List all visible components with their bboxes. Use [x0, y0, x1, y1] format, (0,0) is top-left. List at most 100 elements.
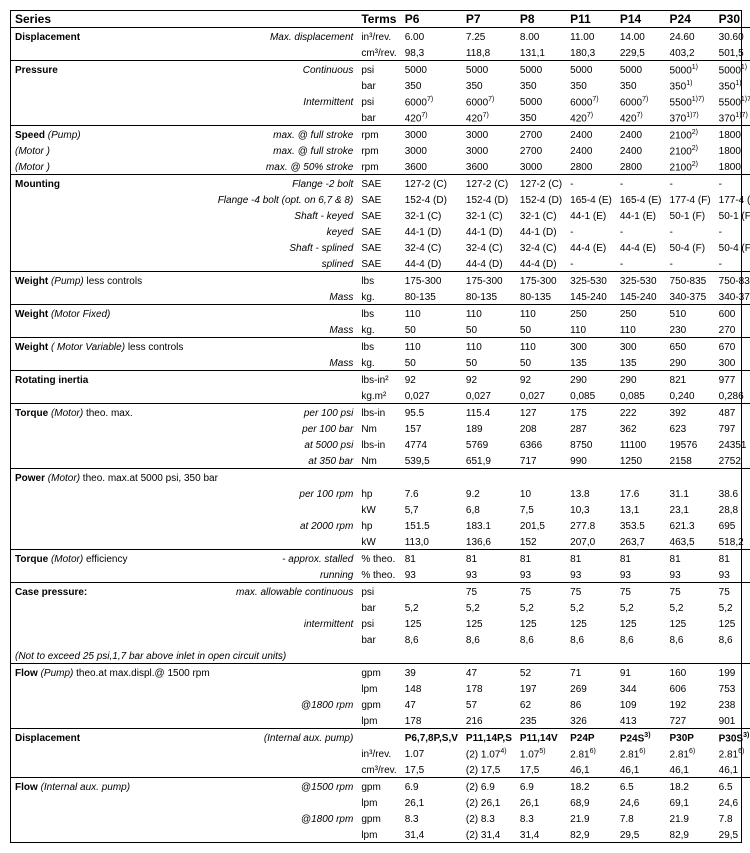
- cell: 277.8: [566, 517, 616, 533]
- row-unit: hp: [357, 485, 400, 501]
- cell: 216: [462, 712, 516, 729]
- cell: 92: [462, 371, 516, 388]
- cell: 197: [516, 680, 566, 696]
- cell: 24,6: [616, 794, 666, 810]
- cell: 93: [666, 566, 715, 583]
- cell: 44-4 (D): [516, 255, 566, 272]
- cell: 287: [566, 420, 616, 436]
- cell: 901: [715, 712, 750, 729]
- cell: [462, 469, 516, 486]
- cell: 86: [566, 696, 616, 712]
- cell: -: [715, 223, 750, 239]
- cell: 18.2: [666, 778, 715, 795]
- cell: -: [616, 223, 666, 239]
- cell: 135: [616, 354, 666, 371]
- cell: 32-4 (C): [462, 239, 516, 255]
- cell: 6366: [516, 436, 566, 452]
- cell: 1250: [616, 452, 666, 469]
- cell: 60007): [401, 93, 462, 109]
- cell: 125: [715, 615, 750, 631]
- cell: 2.816): [616, 745, 666, 761]
- cell: 13.8: [566, 485, 616, 501]
- cell: 1800: [715, 158, 750, 175]
- cell: 362: [616, 420, 666, 436]
- row-label: [11, 436, 214, 452]
- cell: 2158: [666, 452, 715, 469]
- cell: 325-530: [616, 272, 666, 289]
- cell: 350: [516, 77, 566, 93]
- cell: 62: [516, 696, 566, 712]
- row-label: [11, 452, 214, 469]
- row-label: [11, 387, 214, 404]
- cell: 50-4 (F): [715, 239, 750, 255]
- cell: [666, 647, 715, 664]
- cell: 6.5: [616, 778, 666, 795]
- cell: 157: [401, 420, 462, 436]
- row-label: Rotating inertia: [11, 371, 214, 388]
- cell: [666, 469, 715, 486]
- cell: 50: [516, 321, 566, 338]
- cell: [715, 469, 750, 486]
- cell: 110: [401, 305, 462, 322]
- series-header: Series: [11, 11, 357, 28]
- row-label: Weight (Pump) less controls: [11, 272, 214, 289]
- cell: 152-4 (D): [401, 191, 462, 207]
- cell: -: [566, 223, 616, 239]
- row-sublabel: Mass: [214, 354, 358, 371]
- cell: 75: [616, 583, 666, 600]
- cell: 110: [462, 305, 516, 322]
- cell: 5,2: [616, 599, 666, 615]
- cell: 32-1 (C): [462, 207, 516, 223]
- cell: 5000: [566, 61, 616, 78]
- cell: 8,6: [566, 631, 616, 647]
- row-label: [11, 44, 214, 61]
- cell: 131,1: [516, 44, 566, 61]
- row-sublabel: @1500 rpm: [214, 778, 358, 795]
- row-sublabel: [214, 680, 358, 696]
- cell: 3701)7): [666, 109, 715, 126]
- cell: 9.2: [462, 485, 516, 501]
- cell: 50001): [666, 61, 715, 78]
- cell: 8,6: [462, 631, 516, 647]
- cell: 3701)7): [715, 109, 750, 126]
- cell: 98,3: [401, 44, 462, 61]
- row-unit: lpm: [357, 826, 400, 842]
- row-sublabel: [214, 272, 358, 289]
- row-unit: % theo.: [357, 566, 400, 583]
- row-label: Speed (Pump): [11, 126, 214, 143]
- cell: 125: [566, 615, 616, 631]
- row-sublabel: max. @ full stroke: [214, 142, 358, 158]
- cell: (2) 8.3: [462, 810, 516, 826]
- row-sublabel: per 100 rpm: [214, 485, 358, 501]
- cell: 113,0: [401, 533, 462, 550]
- cell: 75: [715, 583, 750, 600]
- cell: 350: [462, 77, 516, 93]
- cell: -: [616, 175, 666, 192]
- cell: 2700: [516, 142, 566, 158]
- cell: 26,1: [516, 794, 566, 810]
- cell: 29,5: [616, 826, 666, 842]
- cell: 46,1: [666, 761, 715, 778]
- cell: 152-4 (D): [462, 191, 516, 207]
- cell: 7.8: [715, 810, 750, 826]
- cell: 463,5: [666, 533, 715, 550]
- cell: 340-375: [715, 288, 750, 305]
- row-unit: SAE: [357, 239, 400, 255]
- cell: 31,4: [516, 826, 566, 842]
- cell: 290: [666, 354, 715, 371]
- cell: 6.9: [516, 778, 566, 795]
- cell: 135: [566, 354, 616, 371]
- cell: 1800: [715, 142, 750, 158]
- cell: 44-1 (D): [462, 223, 516, 239]
- row-unit: [357, 729, 400, 746]
- cell: 600: [715, 305, 750, 322]
- row-sublabel: Max. displacement: [214, 28, 358, 45]
- row-label: Flow (Pump) theo.at max.displ.@ 1500 rpm: [11, 664, 214, 681]
- row-sublabel: [214, 77, 358, 93]
- row-label: (Motor ): [11, 158, 214, 175]
- cell: -: [666, 175, 715, 192]
- cell: 621.3: [666, 517, 715, 533]
- cell: 81: [462, 550, 516, 567]
- row-unit: rpm: [357, 142, 400, 158]
- cell: 189: [462, 420, 516, 436]
